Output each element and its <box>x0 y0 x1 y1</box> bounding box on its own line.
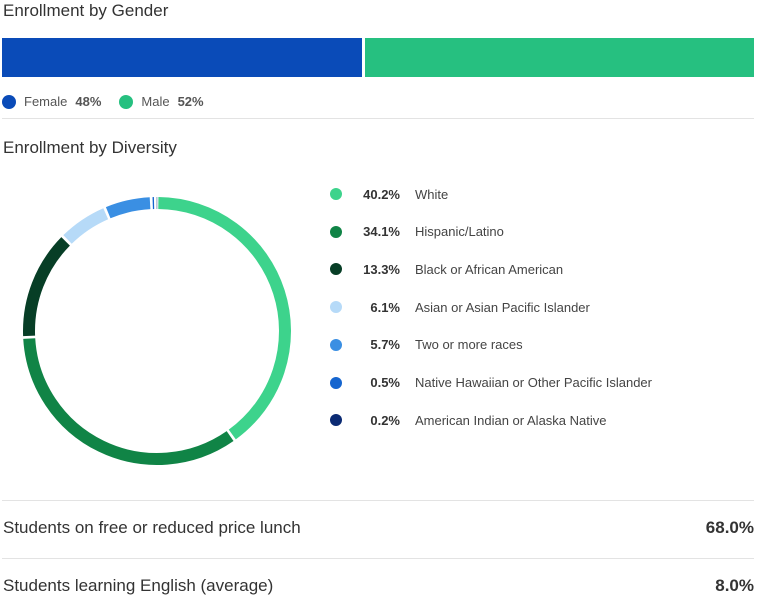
legend-label: Native Hawaiian or Other Pacific Islande… <box>415 375 652 390</box>
female-color-dot <box>2 94 16 109</box>
diversity-legend-item: 0.5% Native Hawaiian or Other Pacific Isl… <box>330 373 652 393</box>
diversity-section-title: Enrollment by Diversity <box>3 138 177 157</box>
gender-bar-separator <box>361 38 365 77</box>
donut-slice-black-or-african-american[interactable] <box>23 237 70 337</box>
gender-section-title: Enrollment by Gender <box>3 1 169 20</box>
legend-color-dot <box>330 414 342 427</box>
legend-color-dot <box>330 301 342 314</box>
stat-value-free-lunch: 68.0% <box>705 518 754 537</box>
legend-color-dot <box>330 225 342 238</box>
gender-legend-male: Male 52% <box>119 94 204 109</box>
legend-label: Two or more races <box>415 337 523 353</box>
stats-divider-top <box>2 500 754 501</box>
legend-value: 6.1% <box>370 299 400 315</box>
legend-label: Black or African American <box>415 261 564 277</box>
male-color-dot <box>119 94 134 109</box>
male-value: 52% <box>177 94 204 109</box>
gender-legend: Female 48% Male 52% <box>2 94 222 109</box>
gender-bar-female[interactable] <box>2 38 362 77</box>
legend-label: Asian or Asian Pacific Islander <box>415 299 590 315</box>
stat-row-english-learners: Students learning English (average) 8.0% <box>3 576 754 596</box>
legend-label: White <box>415 186 449 202</box>
legend-value: 0.5% <box>370 375 400 390</box>
donut-slice-two-or-more-races[interactable] <box>105 197 151 219</box>
diversity-legend-item: 40.2% White <box>330 184 448 204</box>
gender-bar-male[interactable] <box>364 38 754 77</box>
legend-label: Hispanic/Latino <box>415 224 504 240</box>
gender-legend-female: Female 48% <box>2 94 101 109</box>
legend-color-dot <box>330 263 342 276</box>
legend-color-dot <box>330 376 342 389</box>
stat-row-free-lunch: Students on free or reduced price lunch … <box>3 518 754 538</box>
diversity-legend-item: 34.1% Hispanic/Latino <box>330 222 504 242</box>
gender-stacked-bar <box>2 38 754 77</box>
diversity-donut-chart <box>23 197 291 465</box>
female-value: 48% <box>75 94 102 109</box>
section-divider <box>2 118 754 119</box>
legend-value: 13.3% <box>363 261 400 277</box>
diversity-legend-item: 5.7% Two or more races <box>330 335 523 355</box>
stat-value-english-learners: 8.0% <box>715 576 754 595</box>
legend-value: 5.7% <box>370 337 400 353</box>
female-label: Female <box>24 94 68 109</box>
legend-value: 40.2% <box>363 186 400 202</box>
male-label: Male <box>141 94 170 109</box>
donut-slice-hispanic-latino[interactable] <box>23 338 234 465</box>
legend-color-dot <box>330 188 342 200</box>
diversity-legend-item: 6.1% Asian or Asian Pacific Islander <box>330 297 590 317</box>
stat-label-english-learners: Students learning English (average) <box>3 576 274 595</box>
donut-slice-asian-or-asian-pacific-islander[interactable] <box>63 208 109 244</box>
diversity-legend-item: 0.2% American Indian or Alaska Native <box>330 410 606 430</box>
donut-slice-white[interactable] <box>158 197 291 440</box>
stats-divider-middle <box>2 558 754 559</box>
legend-value: 34.1% <box>363 224 400 240</box>
legend-value: 0.2% <box>370 412 400 428</box>
diversity-legend-item: 13.3% Black or African American <box>330 259 563 279</box>
legend-color-dot <box>330 338 342 351</box>
legend-label: American Indian or Alaska Native <box>415 412 607 428</box>
stat-label-free-lunch: Students on free or reduced price lunch <box>3 518 301 537</box>
